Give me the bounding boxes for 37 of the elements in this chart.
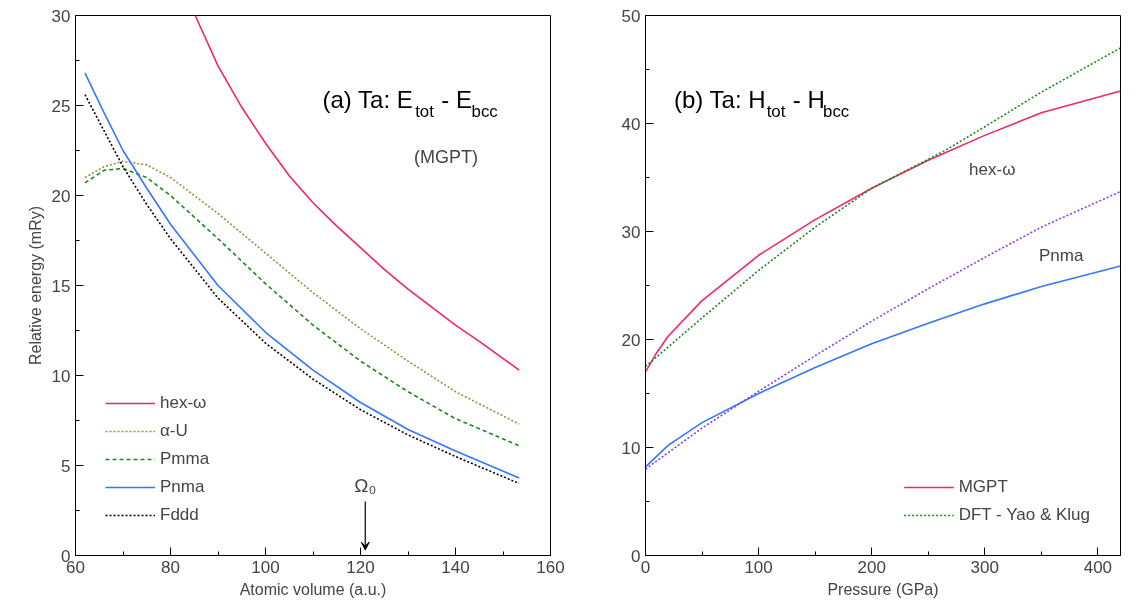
y-tick-label: 30 [621, 222, 641, 242]
y-tick-label: 20 [51, 186, 71, 206]
x-tick-label: 300 [970, 557, 999, 577]
x-tick-label: 160 [536, 557, 565, 577]
legend-label: Pnma [160, 477, 205, 497]
annotation: Ω₀ [354, 475, 377, 497]
y-tick-label: 50 [621, 6, 641, 26]
x-tick-label: 400 [1083, 557, 1113, 577]
y-tick-label: 5 [61, 456, 71, 476]
y-axis-title: Relative energy (mRy) [26, 205, 44, 366]
y-tick-label: 40 [621, 114, 641, 134]
legend-label: MGPT [958, 477, 1008, 497]
legend-label: DFT - Yao & Klug [958, 505, 1090, 525]
annotation: hex-ω [969, 159, 1016, 179]
annotation: Pnma [1038, 246, 1084, 266]
x-tick-label: 100 [744, 557, 773, 577]
y-tick-label: 25 [51, 96, 71, 116]
y-tick-label: 15 [51, 276, 71, 296]
text: (MGPT) [414, 146, 478, 167]
legend-label: Pmma [160, 449, 210, 469]
line-series [194, 15, 520, 371]
y-tick-label: 10 [621, 438, 641, 458]
legend-label: hex-ω [160, 393, 207, 413]
x-axis-title: Atomic volume (a.u.) [239, 580, 387, 598]
x-tick-label: 140 [441, 557, 470, 577]
y-tick-label: 30 [51, 6, 71, 26]
x-tick-label: 80 [161, 557, 180, 577]
y-tick-label: 10 [51, 366, 71, 386]
x-tick-label: 200 [857, 557, 886, 577]
legend-label: α-U [160, 421, 188, 441]
legend-label: Fddd [160, 505, 199, 525]
line-series [645, 190, 1121, 470]
x-tick-label: 100 [251, 557, 280, 577]
x-tick-label: 120 [346, 557, 375, 577]
y-tick-label: 20 [621, 330, 641, 350]
x-axis-title: Pressure (GPa) [827, 580, 939, 598]
line-series [645, 265, 1121, 468]
